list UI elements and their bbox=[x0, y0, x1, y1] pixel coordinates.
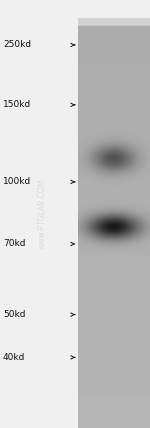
Text: 100kd: 100kd bbox=[3, 177, 31, 187]
Text: 40kd: 40kd bbox=[3, 353, 25, 362]
Bar bbox=[78, 0, 150, 17]
Text: 150kd: 150kd bbox=[3, 100, 31, 110]
Bar bbox=[0, 0, 78, 428]
Text: 250kd: 250kd bbox=[3, 40, 31, 50]
Text: www.PTGLAB.COM: www.PTGLAB.COM bbox=[38, 179, 46, 249]
Text: 70kd: 70kd bbox=[3, 239, 26, 249]
Text: 50kd: 50kd bbox=[3, 310, 26, 319]
